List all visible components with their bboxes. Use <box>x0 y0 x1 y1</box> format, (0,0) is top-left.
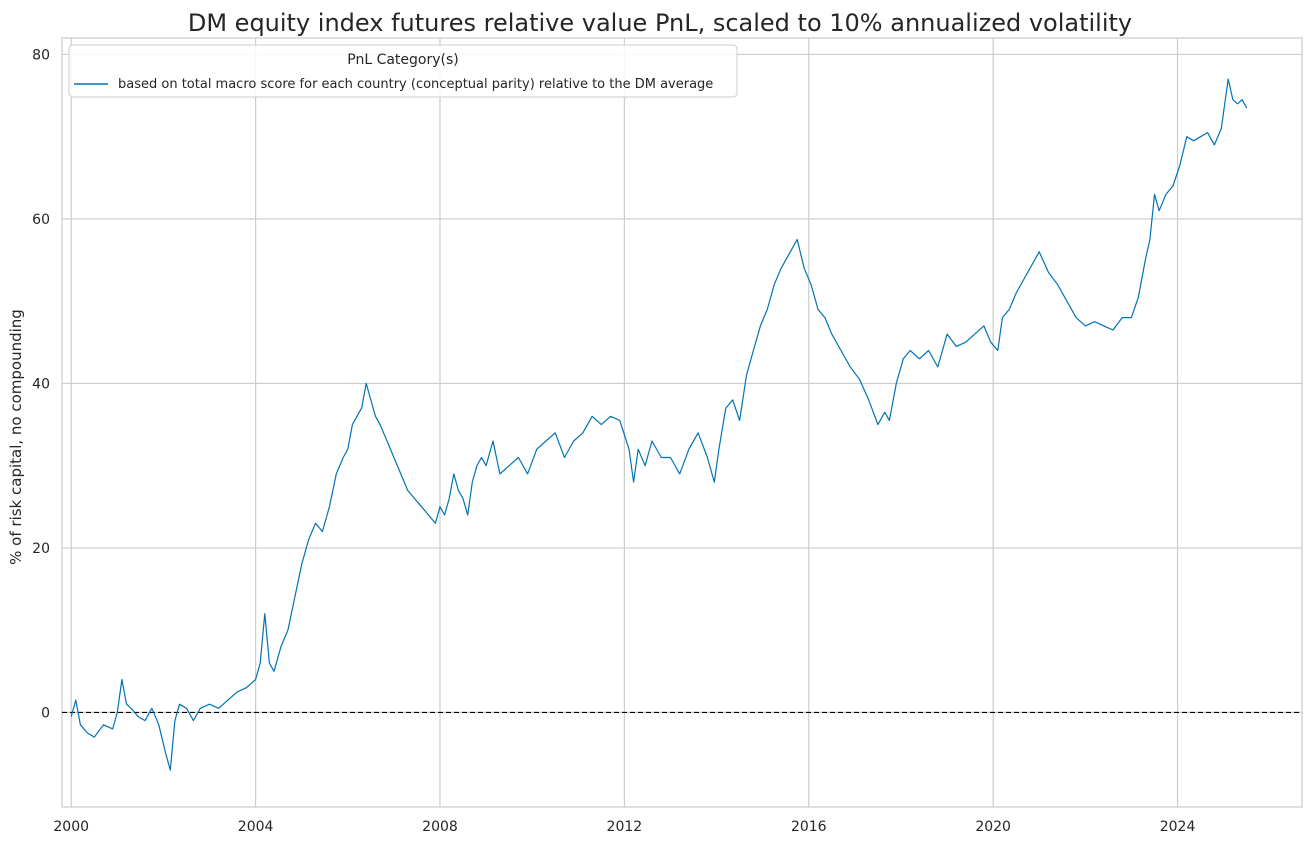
y-tick-label: 0 <box>41 705 50 721</box>
x-axis-tick-labels: 2000 2004 2008 2012 2016 2020 2024 <box>53 819 1195 835</box>
y-tick-label: 60 <box>32 212 50 228</box>
gridlines <box>62 38 1302 807</box>
y-tick-label: 40 <box>32 376 50 392</box>
x-tick-label: 2012 <box>607 819 643 835</box>
legend-box <box>68 44 738 98</box>
x-tick-label: 2008 <box>422 819 458 835</box>
y-tick-label: 80 <box>32 47 50 63</box>
y-axis-label: % of risk capital, no compounding <box>7 309 25 565</box>
x-tick-label: 2004 <box>238 819 274 835</box>
legend-entry-label: based on total macro score for each coun… <box>118 77 713 92</box>
x-tick-label: 2016 <box>791 819 827 835</box>
x-tick-label: 2000 <box>53 819 89 835</box>
legend-title: PnL Category(s) <box>347 52 459 68</box>
legend: PnL Category(s) based on total macro sco… <box>68 44 738 98</box>
plot-frame <box>61 37 1303 808</box>
y-axis-tick-labels: 0 20 40 60 80 <box>32 47 50 721</box>
x-tick-label: 2024 <box>1160 819 1196 835</box>
y-tick-label: 20 <box>32 541 50 557</box>
x-tick-label: 2020 <box>975 819 1011 835</box>
chart-title: DM equity index futures relative value P… <box>188 9 1132 37</box>
series-line-macro-score <box>70 78 1248 771</box>
